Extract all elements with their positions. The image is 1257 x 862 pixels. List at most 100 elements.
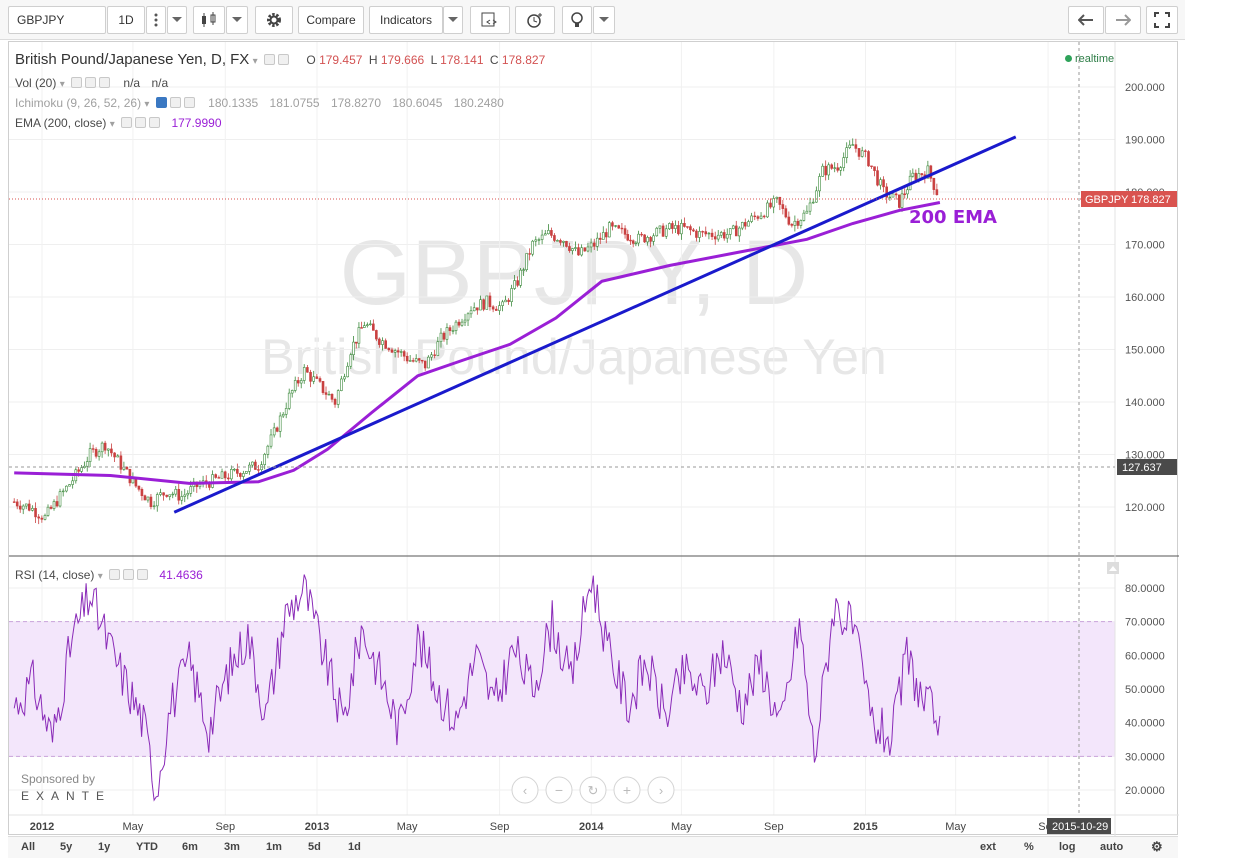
candle-body bbox=[34, 508, 37, 518]
indicators-dropdown-icon[interactable] bbox=[443, 6, 463, 34]
symbol-input[interactable]: GBPJPY bbox=[8, 6, 106, 34]
candle-body bbox=[390, 349, 394, 353]
reset-button[interactable] bbox=[579, 776, 607, 804]
candle-body bbox=[743, 222, 747, 227]
range-all[interactable]: All bbox=[21, 841, 36, 853]
candle-body bbox=[580, 247, 583, 256]
rsi-eye-icon[interactable] bbox=[109, 569, 121, 580]
candle-body bbox=[37, 516, 40, 519]
candle-body bbox=[494, 308, 498, 311]
candle-body bbox=[330, 393, 334, 400]
candle-body bbox=[125, 466, 129, 470]
zoom-in-button[interactable] bbox=[613, 776, 641, 804]
chart-settings-gear-icon[interactable]: ⚙ bbox=[1151, 839, 1163, 854]
candle-body bbox=[369, 323, 372, 326]
range-6m[interactable]: 6m bbox=[182, 841, 198, 853]
candle-body bbox=[40, 517, 44, 520]
range-1m[interactable]: 1m bbox=[266, 841, 282, 853]
chart-type-dropdown-icon[interactable] bbox=[226, 6, 248, 34]
ichimoku-dropdown-icon[interactable]: ▾ bbox=[144, 99, 150, 110]
ext-toggle[interactable]: ext bbox=[980, 841, 996, 853]
rsi-close-icon[interactable] bbox=[137, 569, 149, 580]
vol-dropdown-icon[interactable]: ▾ bbox=[59, 79, 65, 90]
range-1y[interactable]: 1y bbox=[98, 841, 111, 853]
candle-body bbox=[562, 240, 565, 243]
scroll-right-button[interactable] bbox=[647, 776, 675, 804]
scroll-left-button[interactable] bbox=[511, 776, 539, 804]
ema-eye-icon[interactable] bbox=[121, 117, 133, 128]
candle-body bbox=[296, 380, 300, 384]
trendline[interactable] bbox=[173, 135, 1017, 514]
ideas-dropdown-icon[interactable] bbox=[593, 6, 615, 34]
range-1d[interactable]: 1d bbox=[348, 841, 361, 853]
candle-body bbox=[396, 350, 400, 353]
candle-body bbox=[162, 492, 165, 496]
candle-body bbox=[55, 501, 59, 507]
undo-arrow-icon[interactable] bbox=[1068, 6, 1104, 34]
candle-body bbox=[21, 505, 25, 510]
candles-icon[interactable] bbox=[193, 6, 225, 34]
candle-body bbox=[911, 172, 915, 177]
rsi-axis[interactable]: 80.0000 70.0000 60.0000 50.0000 40.0000 30.00… bbox=[1125, 583, 1165, 797]
range-3m[interactable]: 3m bbox=[224, 841, 240, 853]
candle-body bbox=[248, 464, 251, 472]
candle-body bbox=[643, 234, 646, 243]
ema-dropdown-icon[interactable]: ▾ bbox=[109, 119, 115, 130]
candle-body bbox=[898, 194, 901, 208]
ema-line bbox=[14, 201, 941, 485]
ema-close-icon[interactable] bbox=[149, 117, 161, 128]
candle-body bbox=[747, 221, 750, 227]
candle-body bbox=[68, 484, 71, 487]
redo-arrow-icon[interactable] bbox=[1105, 6, 1141, 34]
candle-body bbox=[620, 227, 624, 230]
gear-icon[interactable] bbox=[278, 54, 290, 65]
indicators-button[interactable]: Indicators bbox=[369, 6, 443, 34]
rsi-tick-label: 40.0000 bbox=[1125, 718, 1165, 730]
interval-dropdown-icon[interactable] bbox=[167, 6, 187, 34]
interval-button[interactable]: 1D bbox=[107, 6, 145, 34]
range-ytd[interactable]: YTD bbox=[136, 841, 158, 853]
candle-body bbox=[753, 215, 757, 218]
chart-canvas[interactable]: GBPJPY, D British Pound/Japanese Yen 200… bbox=[9, 42, 1179, 836]
candle-body bbox=[254, 461, 257, 470]
sponsor-logo[interactable]: EXANTE bbox=[21, 789, 112, 803]
auto-toggle[interactable]: auto bbox=[1100, 841, 1124, 853]
title-dropdown-icon[interactable]: ▾ bbox=[252, 56, 258, 67]
time-axis[interactable]: 2012MaySep2013MaySep2014MaySep2015MaySep bbox=[30, 821, 1058, 833]
compare-button[interactable]: Compare bbox=[298, 6, 364, 34]
ema-gear-icon[interactable] bbox=[135, 117, 147, 128]
settings-gear-icon[interactable] bbox=[255, 6, 293, 34]
bottom-bar: All 5y 1y YTD 6m 3m 1m 5d 1d ext % log a… bbox=[8, 836, 1178, 858]
alert-clock-icon[interactable] bbox=[515, 6, 555, 34]
percent-toggle[interactable]: % bbox=[1024, 841, 1034, 853]
ichimoku-value-1: 180.1335 bbox=[208, 96, 259, 110]
price-axis[interactable]: 200.000190.000180.000170.000160.000150.0… bbox=[1125, 82, 1165, 514]
pine-editor-icon[interactable] bbox=[470, 6, 510, 34]
vol-close-icon[interactable] bbox=[99, 77, 111, 88]
candle-body bbox=[318, 378, 322, 382]
candle-body bbox=[476, 307, 479, 311]
range-5y[interactable]: 5y bbox=[60, 841, 73, 853]
rsi-gear-icon[interactable] bbox=[123, 569, 135, 580]
candle-body bbox=[565, 240, 568, 247]
ema-annotation[interactable]: 200 EMA bbox=[909, 207, 997, 228]
range-5d[interactable]: 5d bbox=[308, 841, 321, 853]
ichimoku-close-icon[interactable] bbox=[183, 97, 195, 108]
ichimoku-eye-icon[interactable] bbox=[155, 97, 167, 108]
zoom-out-button[interactable] bbox=[545, 776, 573, 804]
eye-icon[interactable] bbox=[264, 54, 276, 65]
ideas-bulb-icon[interactable] bbox=[562, 6, 592, 34]
candle-body bbox=[842, 157, 846, 168]
rsi-dropdown-icon[interactable]: ▾ bbox=[97, 571, 103, 582]
interval-menu-icon[interactable] bbox=[146, 6, 166, 34]
log-toggle[interactable]: log bbox=[1059, 841, 1076, 853]
candle-body bbox=[408, 360, 412, 362]
vol-eye-icon[interactable] bbox=[71, 77, 83, 88]
fullscreen-icon[interactable] bbox=[1146, 6, 1178, 34]
ema-legend: EMA (200, close) ▾ 177.9990 bbox=[15, 116, 222, 130]
ichimoku-gear-icon[interactable] bbox=[169, 97, 181, 108]
time-tick-label: 2013 bbox=[305, 821, 329, 833]
vol-gear-icon[interactable] bbox=[85, 77, 97, 88]
vol-value-1: n/a bbox=[123, 76, 141, 90]
